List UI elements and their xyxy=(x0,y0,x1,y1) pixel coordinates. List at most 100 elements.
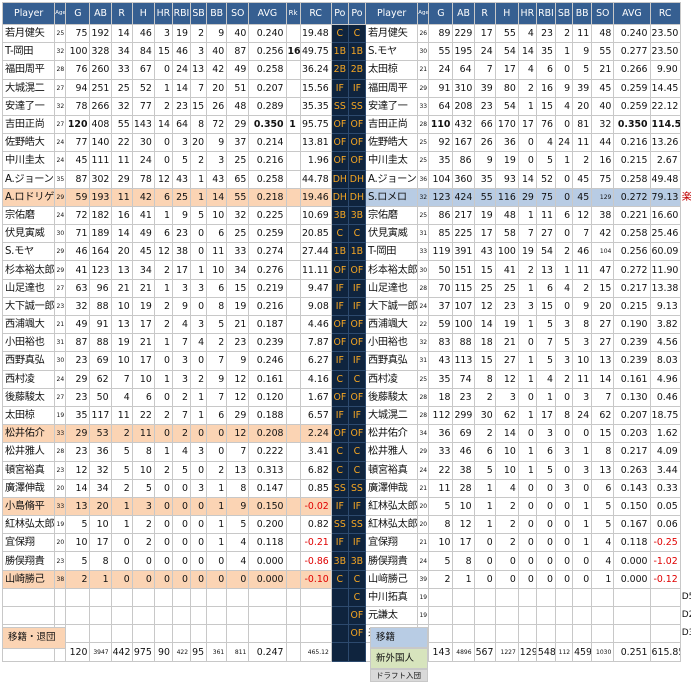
left-at-bats-cell: 189 xyxy=(89,224,112,244)
right-position-cell: C xyxy=(347,587,366,608)
left-home-runs-cell: 1 xyxy=(153,442,173,462)
left-stolen-bases-cell: 3 xyxy=(190,478,208,498)
right-runs-cell: 55 xyxy=(473,187,496,207)
draft-round-label: D2 xyxy=(680,606,692,625)
right-games-cell: 112 xyxy=(428,405,454,426)
left-rank-cell xyxy=(285,424,301,444)
left-runs-cell: 7 xyxy=(110,369,133,389)
right-home-runs-cell: 1 xyxy=(517,314,537,335)
right-position-cell: IF xyxy=(347,405,366,426)
right-age-cell: 28 xyxy=(417,114,430,135)
right-stolen-bases-cell xyxy=(554,624,574,644)
left-position-cell: DH xyxy=(330,169,349,189)
left-hits-cell: 10 xyxy=(131,369,155,389)
left-stolen-bases-cell: 0 xyxy=(190,460,208,480)
left-runs-created-cell: 35.35 xyxy=(299,96,332,116)
total-cell xyxy=(285,642,301,663)
right-age-cell: 21 xyxy=(417,533,430,553)
left-runs-cell: 21 xyxy=(110,278,133,298)
left-home-runs-cell: 0 xyxy=(153,478,173,498)
right-position-cell: C xyxy=(347,460,366,480)
left-rank-cell xyxy=(285,60,301,80)
right-age-cell: 39 xyxy=(417,569,430,589)
left-hits-cell: 67 xyxy=(131,60,155,80)
right-home-runs-cell xyxy=(517,605,537,626)
right-runs-created-cell xyxy=(649,587,681,608)
right-stolen-bases-cell: 0 xyxy=(554,114,574,135)
right-hits-cell: 100 xyxy=(494,242,519,262)
right-walks-cell: 20 xyxy=(572,96,593,116)
left-runs-created-cell: 9.47 xyxy=(299,278,332,298)
left-strikeouts-cell: 48 xyxy=(226,96,250,116)
left-runs-cell xyxy=(110,587,133,608)
left-stolen-bases-cell: 0 xyxy=(190,569,208,589)
left-rbi-cell: 7 xyxy=(171,333,192,353)
header-ab: AB xyxy=(452,2,475,25)
left-rbi-cell: 24 xyxy=(171,60,192,80)
right-strikeouts-cell: 47 xyxy=(591,260,615,280)
left-player-name-cell: 福田周平 xyxy=(1,60,56,80)
right-player-name-cell: 吉田正尚 xyxy=(364,114,419,135)
total-cell: 422 xyxy=(171,642,192,663)
left-stolen-bases-cell: 0 xyxy=(190,296,208,317)
right-runs-created-cell: -0.12 xyxy=(649,569,681,589)
right-walks-cell: 11 xyxy=(572,369,593,389)
right-batting-average-cell xyxy=(613,624,651,644)
right-home-runs-cell: 1 xyxy=(517,405,537,426)
right-rbi-cell: 5 xyxy=(535,151,557,171)
left-at-bats-cell: 140 xyxy=(89,133,112,153)
right-runs-cell xyxy=(473,605,496,626)
right-stolen-bases-cell: 9 xyxy=(554,78,574,98)
right-home-runs-cell: 0 xyxy=(517,496,537,517)
left-strikeouts-cell: 5 xyxy=(226,515,250,535)
right-stolen-bases-cell: 0 xyxy=(554,224,574,244)
right-stolen-bases-cell: 2 xyxy=(554,369,574,389)
right-strikeouts-cell: 8 xyxy=(591,442,615,462)
left-position-cell: IF xyxy=(330,78,349,98)
total-cell: 90 xyxy=(153,642,173,663)
draft-round-label xyxy=(680,442,692,461)
right-strikeouts-cell: 15 xyxy=(591,278,615,298)
right-rbi-cell: 76 xyxy=(535,114,557,135)
right-stolen-bases-cell: 0 xyxy=(554,60,574,80)
left-hits-cell: 19 xyxy=(131,296,155,317)
right-hits-cell: 3 xyxy=(494,387,519,407)
header-rbi: RBI xyxy=(171,2,192,25)
left-runs-created-cell: 7.87 xyxy=(299,333,332,353)
total-cell: 1030 xyxy=(591,642,615,663)
table-row: 頓宮裕真 23 12 32 5 10 2 5 0 2 13 0.313 6.82 C C 頓宮裕真 24 22 38… xyxy=(1,460,692,480)
right-games-cell: 70 xyxy=(428,278,454,298)
left-runs-cell: 16 xyxy=(110,205,133,226)
right-walks-cell: 0 xyxy=(572,569,593,589)
left-player-name-cell: 松井雅人 xyxy=(1,442,56,462)
right-runs-created-cell: 16.60 xyxy=(649,205,681,226)
left-age-cell: 30 xyxy=(54,224,67,244)
right-runs-created-cell: 11.90 xyxy=(649,260,681,280)
total-cell: 120 xyxy=(65,642,91,663)
right-strikeouts-cell: 55 xyxy=(591,42,615,62)
left-walks-cell: 9 xyxy=(206,133,228,153)
right-age-cell: 32 xyxy=(417,187,430,207)
header-g: G xyxy=(65,2,91,25)
left-games-cell xyxy=(65,624,91,644)
left-batting-average-cell xyxy=(248,587,287,608)
right-age-cell: 28 xyxy=(417,278,430,298)
right-home-runs-cell: 1 xyxy=(517,369,537,389)
right-at-bats-cell: 391 xyxy=(452,242,475,262)
right-runs-created-cell: 1.62 xyxy=(649,424,681,444)
header-avg: AVG xyxy=(248,2,287,25)
left-games-cell: 94 xyxy=(65,78,91,98)
left-walks-cell: 9 xyxy=(206,23,228,44)
left-home-runs-cell xyxy=(153,587,173,608)
right-stolen-bases-cell xyxy=(554,587,574,608)
left-rbi-cell: 38 xyxy=(171,242,192,262)
left-walks-cell: 10 xyxy=(206,205,228,226)
right-runs-created-cell: 2.67 xyxy=(649,151,681,171)
left-rank-cell xyxy=(285,587,301,608)
right-position-cell: DH xyxy=(347,169,366,189)
left-runs-cell: 32 xyxy=(110,96,133,116)
left-rbi-cell: 4 xyxy=(171,442,192,462)
right-games-cell: 50 xyxy=(428,260,454,280)
total-cell: 143 xyxy=(428,642,454,663)
right-games-cell: 35 xyxy=(428,369,454,389)
